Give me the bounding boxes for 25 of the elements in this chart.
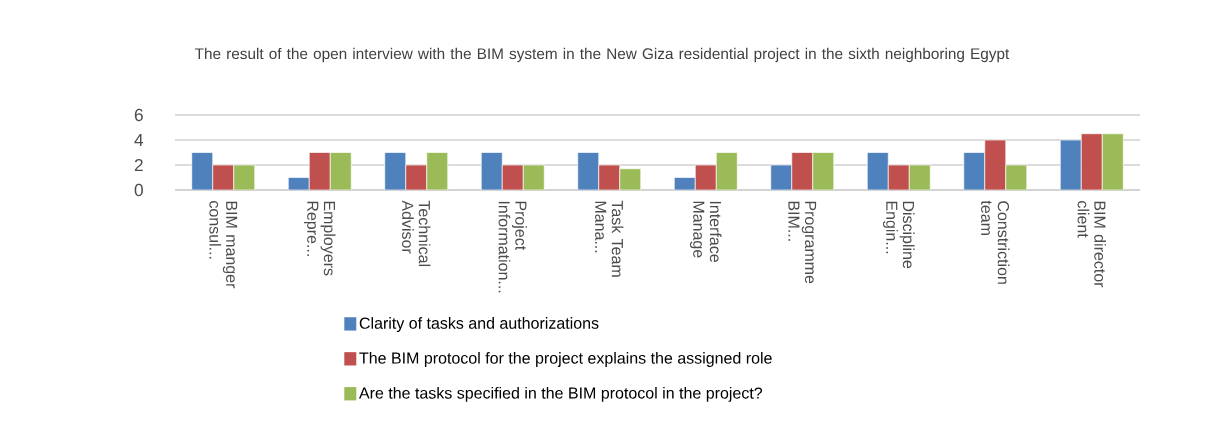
x-tick-label: Technical Advisor [402, 200, 431, 267]
x-tick-label: Discipline Engin... [882, 201, 915, 269]
legend-label: Are the tasks specified in the BIM protocol in the project? [358, 386, 763, 402]
bar [1059, 139, 1082, 190]
legend-label: Clarity of tasks and authorizations [359, 317, 599, 333]
y-tick-label: 0 [134, 183, 143, 197]
x-tick-label: BIM director client [1077, 201, 1106, 288]
x-tick-label: Programme BIM... [788, 201, 817, 284]
x-tick-label: Employers Repre... [303, 201, 336, 276]
chart-title: The result of the open interview with the BIM system in the New Giza residential project in the sixth neighboring Egypt [194, 47, 1010, 63]
bar [963, 152, 986, 190]
bar [577, 152, 600, 190]
bar [866, 152, 889, 190]
y-tick-label: 6 [134, 108, 143, 122]
bar [480, 152, 503, 190]
y-tick-label: 4 [134, 134, 144, 146]
bar [384, 152, 407, 190]
x-tick-label: BIM manger consul... [209, 201, 238, 289]
x-tick-label: Interface Manage [689, 201, 722, 262]
legend-label: The BIM protocol for the project explains the assigned role [359, 352, 772, 367]
bar [191, 152, 214, 190]
x-tick-label: Task Team Mana... [595, 200, 624, 277]
y-tick-label: 2 [134, 158, 143, 172]
x-tick-label: Project Information... [498, 201, 527, 293]
x-tick-label: Constriction team [981, 200, 1010, 284]
